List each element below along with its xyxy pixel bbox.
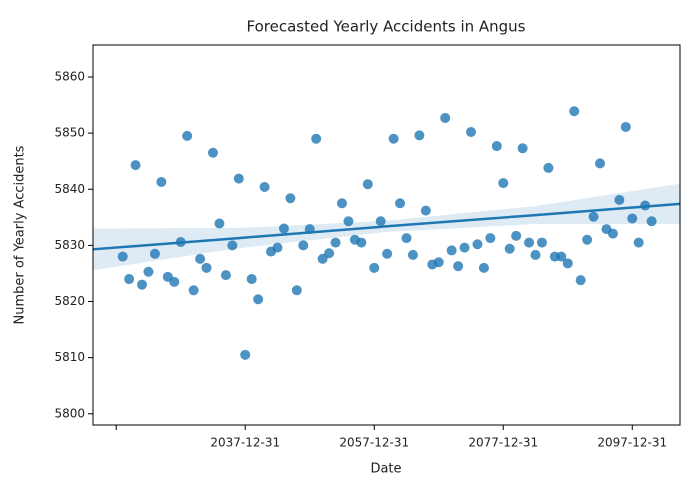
point	[207, 147, 218, 158]
point	[472, 239, 483, 250]
point	[182, 130, 193, 141]
point	[485, 233, 496, 244]
point	[362, 179, 373, 190]
point	[504, 243, 515, 254]
point	[298, 240, 309, 251]
point	[388, 133, 399, 144]
point	[633, 237, 644, 248]
point	[395, 198, 406, 209]
point	[588, 211, 599, 222]
point	[285, 193, 296, 204]
point	[317, 253, 328, 264]
x-tick-label: 2097-12-31	[597, 436, 667, 450]
point	[498, 178, 509, 189]
point	[246, 274, 257, 285]
point	[595, 158, 606, 169]
point	[536, 237, 547, 248]
point	[446, 245, 457, 256]
point	[433, 257, 444, 268]
point	[414, 130, 425, 141]
point	[569, 106, 580, 117]
point	[272, 242, 283, 253]
point	[253, 294, 264, 305]
point	[149, 248, 160, 259]
point	[343, 216, 354, 227]
trend-line	[92, 202, 681, 251]
point	[524, 237, 535, 248]
point	[582, 234, 593, 245]
x-tick-label: 2077-12-31	[468, 436, 538, 450]
point	[330, 237, 341, 248]
point	[646, 216, 657, 227]
point	[188, 285, 199, 296]
point	[220, 270, 231, 281]
point	[336, 198, 347, 209]
point	[420, 205, 431, 216]
y-tick-label: 5840	[54, 182, 85, 196]
point	[562, 258, 573, 269]
x-axis-label: Date	[370, 462, 401, 477]
point	[137, 279, 148, 290]
point	[356, 237, 367, 248]
point	[517, 143, 528, 154]
point	[543, 162, 554, 173]
point	[195, 253, 206, 264]
point	[291, 285, 302, 296]
point	[614, 194, 625, 205]
point	[214, 218, 225, 229]
point	[130, 160, 141, 171]
point	[311, 133, 322, 144]
y-axis-label: Number of Yearly Accidents	[13, 145, 28, 324]
point	[227, 240, 238, 251]
point	[556, 251, 567, 262]
point	[156, 176, 167, 187]
point	[459, 242, 470, 253]
point	[278, 223, 289, 234]
point	[324, 248, 335, 259]
point	[201, 262, 212, 273]
y-tick-label: 5800	[54, 406, 85, 420]
point	[240, 349, 251, 360]
point	[169, 276, 180, 287]
point	[511, 230, 522, 241]
point	[466, 127, 477, 138]
point	[401, 233, 412, 244]
point	[607, 228, 618, 239]
point	[453, 261, 464, 272]
y-tick-label: 5830	[54, 238, 85, 252]
point	[143, 266, 154, 277]
point	[375, 216, 386, 227]
point	[117, 251, 128, 262]
point	[530, 249, 541, 260]
point	[478, 262, 489, 273]
x-tick-label: 2037-12-31	[210, 436, 280, 450]
y-tick-label: 5810	[54, 350, 85, 364]
plot-frame	[92, 44, 681, 426]
point	[407, 249, 418, 260]
point	[491, 141, 502, 152]
point	[259, 182, 270, 193]
point	[627, 213, 638, 224]
point	[440, 112, 451, 123]
point	[233, 173, 244, 184]
y-tick-label: 5850	[54, 126, 85, 140]
y-tick-label: 5820	[54, 294, 85, 308]
y-tick-label: 5860	[54, 69, 85, 83]
point	[620, 121, 631, 132]
point	[575, 275, 586, 286]
chart-title: Forecasted Yearly Accidents in Angus	[247, 18, 526, 36]
x-tick-label: 2057-12-31	[339, 436, 409, 450]
point	[124, 274, 135, 285]
point	[369, 262, 380, 273]
point	[382, 248, 393, 259]
